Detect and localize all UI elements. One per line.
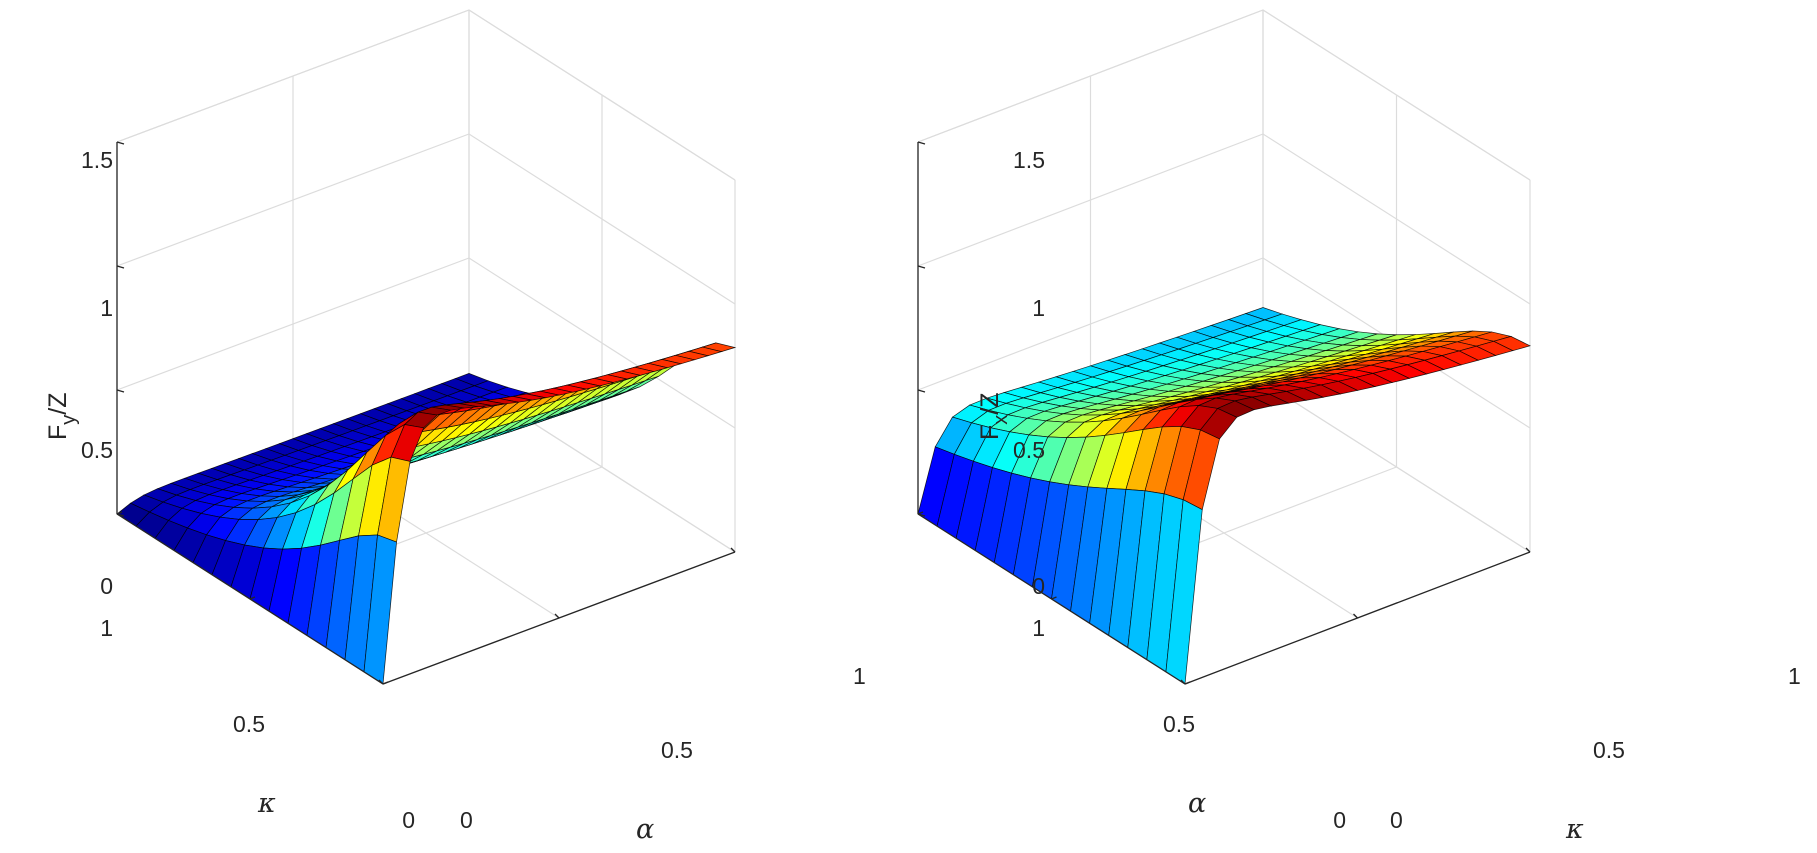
left-axis-tick-05: 0.5 <box>1163 711 1195 737</box>
svg-text:Fy/Z: Fy/Z <box>44 393 80 441</box>
left-tick-mark <box>116 511 123 515</box>
z-tick-2: 1 <box>100 295 113 321</box>
left-axis-tick-0: 0 <box>1333 807 1346 833</box>
grid-box-top <box>116 9 736 181</box>
right-tick-mark <box>730 547 736 553</box>
right-axis-tick-05: 0.5 <box>1593 737 1625 763</box>
right-tick-mark <box>554 613 560 619</box>
right-axis-tick-0: 0 <box>1390 807 1403 833</box>
grid-box-top <box>917 9 1531 181</box>
z-tick-3: 1.5 <box>1013 147 1045 173</box>
left-axis-tick-0: 0 <box>402 807 415 833</box>
right-tick-mark <box>1525 547 1531 553</box>
z-axis-label: Fy/Z <box>44 393 80 441</box>
grid-line-floor <box>1262 381 1531 553</box>
grid-line-z <box>917 133 1531 305</box>
left-tick-mark <box>382 681 389 685</box>
right-tick-mark <box>1353 613 1358 619</box>
z-tick-3: 1.5 <box>81 147 113 173</box>
right-axis-label: α <box>636 814 654 845</box>
surface-fx <box>917 307 1531 685</box>
axes-fx <box>917 141 1531 685</box>
z-tick-0: 0 <box>1032 573 1045 599</box>
left-axis-tick-1: 1 <box>100 615 113 641</box>
right-tick-mark <box>378 679 384 685</box>
grid-line-z <box>116 133 736 305</box>
grid-line-z <box>917 9 1531 181</box>
z-tick-mark <box>917 513 926 517</box>
z-tick-mark <box>116 513 125 517</box>
left-tick-mark <box>1051 596 1057 600</box>
left-axis-tick-05: 0.5 <box>233 711 265 737</box>
z-tick-mark <box>917 389 926 393</box>
left-tick-mark <box>249 596 256 600</box>
right-axis-label: κ <box>1565 814 1584 845</box>
z-tick-mark <box>116 141 125 145</box>
right-axis-tick-05: 0.5 <box>661 737 693 763</box>
left-axis-tick-1: 1 <box>1032 615 1045 641</box>
left-axis-label: α <box>1188 788 1206 819</box>
z-tick-mark <box>116 389 125 393</box>
surface-plot-fx: 0 0.5 1 1.5 1 0.5 0 0 0.5 1 α κ Fx/Z <box>917 9 1801 845</box>
z-tick-1: 0.5 <box>81 437 113 463</box>
z-tick-2: 1 <box>1032 295 1045 321</box>
surface-plot-fy: 0 0.5 1 1.5 1 0.5 0 0 0.5 1 κ α Fy/Z <box>44 9 866 845</box>
svg-text:Fx/Z: Fx/Z <box>976 393 1012 441</box>
left-axis-label: κ <box>257 788 276 819</box>
left-tick-mark <box>1184 681 1191 685</box>
z-tick-mark <box>917 141 926 145</box>
axes-fy <box>116 141 736 685</box>
right-axis-tick-1: 1 <box>853 663 866 689</box>
right-axis-tick-1: 1 <box>1788 663 1801 689</box>
right-axis-tick-0: 0 <box>460 807 473 833</box>
grid-fy <box>116 9 736 685</box>
z-axis-label: Fx/Z <box>976 393 1012 441</box>
right-tick-mark <box>1180 679 1186 685</box>
z-tick-1: 0.5 <box>1013 437 1045 463</box>
z-tick-mark <box>917 265 926 269</box>
left-tick-mark <box>917 511 924 515</box>
z-tick-mark <box>116 265 125 269</box>
z-tick-0: 0 <box>100 573 113 599</box>
surface-fy <box>116 342 737 685</box>
grid-line-z <box>116 9 736 181</box>
